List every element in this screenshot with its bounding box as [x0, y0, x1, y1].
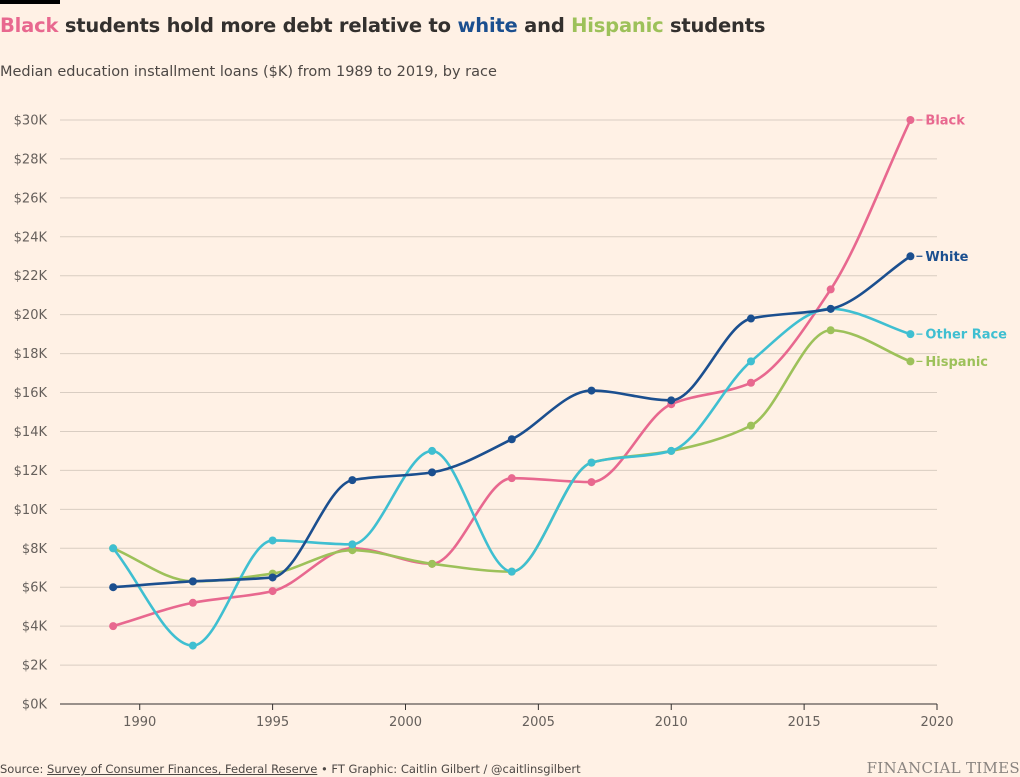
source-credit: • FT Graphic: Caitlin Gilbert / @caitlin…	[317, 762, 581, 776]
x-axis-labels: 1990 1995 2000 2005 2010 2015 2020	[123, 704, 954, 730]
y-tick-label: $30K	[14, 114, 48, 129]
y-tick-label: $4K	[22, 620, 48, 635]
hispanic-point	[348, 546, 357, 555]
title-part-4: Hispanic	[571, 14, 664, 37]
black-point	[188, 598, 197, 607]
source-prefix: Source:	[0, 762, 48, 776]
black-point	[587, 478, 596, 487]
source-link[interactable]: Survey of Consumer Finances, Federal Res…	[47, 762, 318, 776]
other-race-point	[188, 641, 197, 650]
title-part-1: students hold more debt relative to	[58, 14, 458, 37]
source-line: Source: Survey of Consumer Finances, Fed…	[0, 762, 581, 776]
y-tick-label: $22K	[14, 269, 48, 284]
black-line	[111, 118, 912, 628]
hispanic-line	[111, 328, 912, 583]
y-tick-label: $20K	[14, 308, 48, 323]
white-point	[188, 577, 197, 586]
y-tick-label: $12K	[14, 464, 48, 479]
white-point	[826, 304, 835, 313]
black-point	[507, 474, 516, 483]
other-race-point	[268, 536, 277, 545]
hispanic-point	[826, 326, 835, 335]
other-race-point	[906, 330, 915, 339]
y-tick-label: $6K	[22, 581, 48, 596]
title-part-0: Black	[0, 14, 59, 37]
y-tick-label: $8K	[22, 542, 48, 557]
chart-title: Black students hold more debt relative t…	[0, 14, 765, 37]
white-line	[111, 254, 912, 589]
other-race-point	[507, 567, 516, 576]
y-tick-label: $0K	[22, 698, 48, 713]
white-point	[428, 468, 437, 477]
white-point	[109, 583, 118, 592]
series-hispanic	[109, 326, 915, 586]
other-race-point	[348, 540, 357, 549]
other-race-point	[109, 544, 118, 553]
white-point	[268, 573, 277, 582]
white-point	[348, 476, 357, 485]
financial-times-logo: FINANCIAL TIMES	[866, 759, 1020, 777]
other-race-line	[111, 307, 912, 647]
white-point	[746, 314, 755, 323]
x-tick-label: 1990	[123, 715, 156, 730]
ft-top-bar	[0, 0, 60, 4]
series-white	[109, 252, 915, 592]
white-point	[587, 386, 596, 395]
x-tick-label: 2000	[389, 715, 422, 730]
other-race-point	[428, 446, 437, 455]
black-point	[826, 285, 835, 294]
white-point	[507, 435, 516, 444]
black-point	[906, 116, 915, 124]
x-tick-label: 2010	[655, 715, 688, 730]
y-tick-label: $10K	[14, 503, 48, 518]
y-tick-label: $14K	[14, 425, 48, 440]
title-part-2: white	[457, 14, 518, 37]
title-part-5: students	[663, 14, 766, 37]
hispanic-point	[428, 559, 437, 568]
y-tick-label: $18K	[14, 347, 48, 362]
black-end-label: Black	[925, 114, 965, 129]
white-point	[667, 396, 676, 405]
x-tick-label: 2005	[522, 715, 555, 730]
y-tick-label: $2K	[22, 659, 48, 674]
y-tick-label: $24K	[14, 230, 48, 245]
other-race-point	[667, 446, 676, 455]
y-tick-label: $28K	[14, 152, 48, 167]
hispanic-end-label: Hispanic	[925, 355, 988, 370]
x-tick-label: 2020	[920, 715, 953, 730]
y-tick-label: $16K	[14, 386, 48, 401]
other-race-end-label: Other Race	[925, 328, 1007, 343]
hispanic-point	[906, 357, 915, 366]
white-end-label: White	[925, 250, 968, 265]
black-point	[268, 587, 277, 596]
x-tick-label: 1995	[256, 715, 289, 730]
y-axis-labels: $0K $2K $4K $6K $8K $10K $12K $14K $16K $18K $20K $…	[14, 114, 48, 713]
chart-subtitle: Median education installment loans ($K) …	[0, 64, 497, 80]
black-point	[109, 622, 118, 631]
y-tick-label: $26K	[14, 191, 48, 206]
other-race-point	[746, 357, 755, 366]
title-part-3: and	[517, 14, 572, 37]
line-chart: $0K $2K $4K $6K $8K $10K $12K $14K $16K $18K $20K $…	[14, 114, 1008, 731]
black-point	[746, 378, 755, 387]
other-race-point	[587, 458, 596, 467]
hispanic-point	[746, 421, 755, 430]
white-point	[906, 252, 915, 261]
series-black	[109, 116, 915, 631]
x-tick-label: 2015	[788, 715, 821, 730]
